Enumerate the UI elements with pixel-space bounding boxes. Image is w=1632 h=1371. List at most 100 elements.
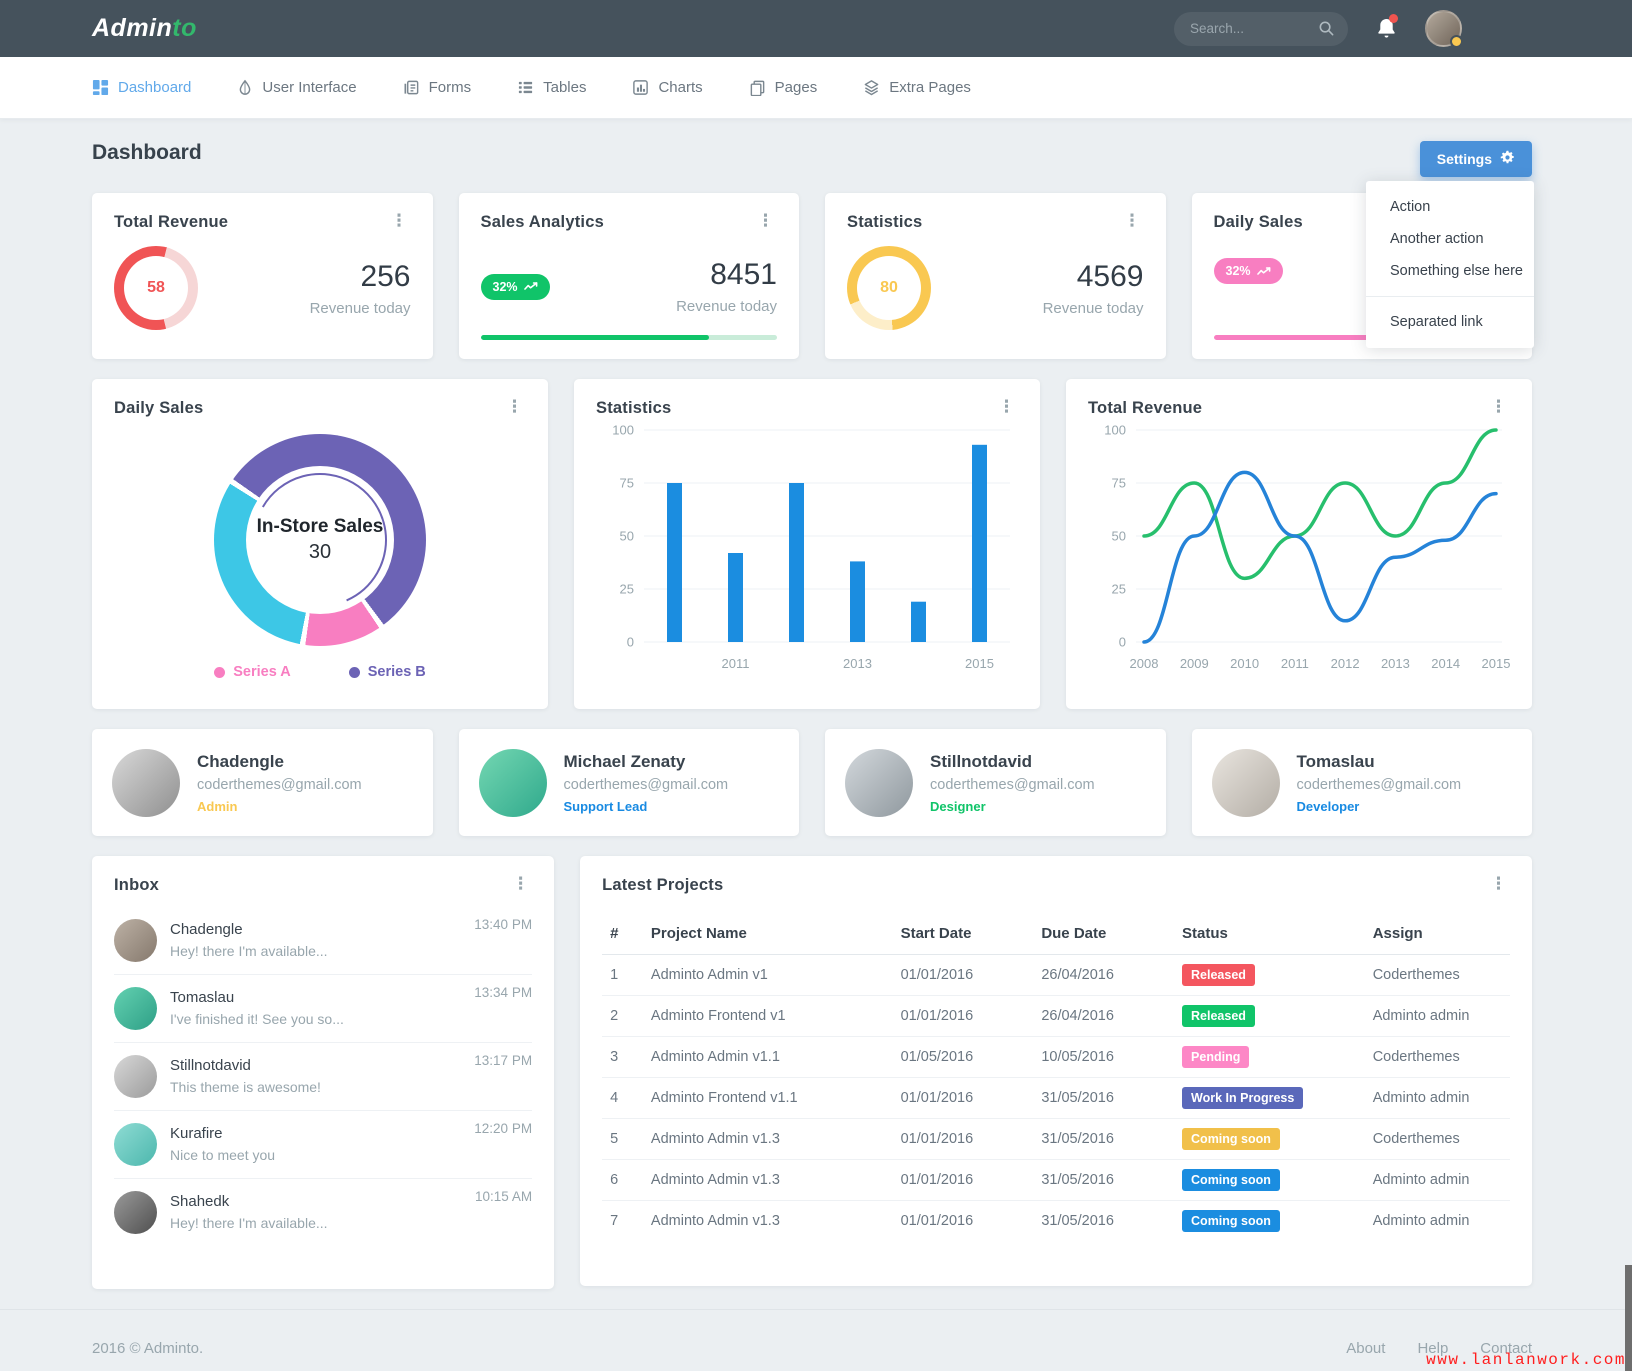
nav-item-user-interface[interactable]: User Interface — [237, 79, 357, 96]
card-menu-icon[interactable]: ⋮ — [390, 211, 408, 230]
menu-item-separated-link[interactable]: Separated link — [1390, 314, 1483, 330]
settings-button[interactable]: Settings — [1419, 141, 1532, 177]
svg-text:75: 75 — [620, 476, 634, 491]
legend-dot — [214, 666, 226, 678]
donut-center-label: In-Store Sales — [256, 516, 384, 537]
inbox-item-chadengle[interactable]: Chadengle Hey! there I'm available... 13:4… — [114, 907, 533, 975]
menu-item-action[interactable]: Action — [1390, 199, 1431, 215]
user-card-stillnotdavid[interactable]: Stillnotdavid coderthemes@gmail.com Design… — [825, 729, 1166, 836]
legend-item-series-b[interactable]: Series B — [348, 664, 426, 680]
card-menu-icon[interactable]: ⋮ — [1490, 397, 1507, 416]
droplet-icon — [237, 79, 253, 96]
cell-due-date: 31/05/2016 — [1033, 1077, 1175, 1119]
footer-link-help[interactable]: Help — [1417, 1340, 1449, 1357]
cell-project-name: Adminto Admin v1.3 — [642, 1200, 893, 1241]
column-header--: # — [602, 913, 643, 955]
card-menu-icon[interactable]: ⋮ — [1490, 874, 1507, 893]
cell-due-date: 26/04/2016 — [1033, 995, 1175, 1037]
svg-text:100: 100 — [612, 423, 634, 438]
card-menu-icon[interactable]: ⋮ — [757, 211, 774, 230]
user-card-tomaslau[interactable]: Tomaslau coderthemes@gmail.com Developer — [1191, 729, 1532, 836]
table-row[interactable]: 7 Adminto Admin v1.3 01/01/2016 31/05/2016 C… — [602, 1200, 1510, 1241]
cell-due-date: 26/04/2016 — [1041, 967, 1114, 983]
card-title: Statistics — [596, 399, 672, 417]
card-title: Sales Analytics — [480, 213, 604, 231]
status-badge: Released — [1182, 1005, 1255, 1027]
table-row[interactable]: 3 Adminto Admin v1.1 01/05/2016 10/05/2016 P… — [602, 1036, 1510, 1078]
message-time: 10:15 AM — [475, 1189, 533, 1204]
notifications-button[interactable] — [1376, 14, 1398, 40]
nav-item-forms[interactable]: Forms — [403, 79, 471, 96]
inbox-item-shahedk[interactable]: Shahedk Hey! there I'm available... 10:15 … — [114, 1179, 532, 1246]
avatar — [114, 1191, 157, 1234]
stat-value: 4569 — [1076, 259, 1144, 293]
menu-item-something-else-here[interactable]: Something else here — [1390, 263, 1523, 279]
cell-due-date: 31/05/2016 — [1033, 1118, 1175, 1160]
avatar — [114, 1123, 157, 1166]
grid-icon — [92, 79, 109, 96]
legend-item-series-a[interactable]: Series A — [214, 664, 291, 680]
svg-text:2008: 2008 — [1130, 656, 1159, 671]
user-email: coderthemes@gmail.com — [1296, 776, 1462, 793]
card-title: Statistics — [847, 213, 923, 231]
user-card-michael-zenaty[interactable]: Michael Zenaty coderthemes@gmail.com Suppo… — [458, 729, 799, 836]
table-row[interactable]: 1 Adminto Admin v1 01/01/2016 26/04/2016 Rel… — [602, 955, 1510, 996]
user-card-chadengle[interactable]: Chadengle coderthemes@gmail.com Admin — [92, 729, 433, 836]
footer-link-about[interactable]: About — [1346, 1340, 1386, 1357]
table-row[interactable]: 5 Adminto Admin v1.3 01/01/2016 31/05/2016 C… — [602, 1118, 1510, 1160]
card-title: Daily Sales — [1213, 213, 1303, 231]
user-menu-avatar[interactable] — [1425, 10, 1463, 48]
svg-text:2012: 2012 — [1331, 656, 1360, 671]
card-menu-icon[interactable]: ⋮ — [998, 397, 1015, 416]
cell-due-date: 10/05/2016 — [1033, 1036, 1175, 1078]
donut-center-value: 30 — [308, 541, 332, 563]
card-menu-icon[interactable]: ⋮ — [1123, 211, 1141, 230]
cell-assign: Adminto admin — [1364, 1200, 1510, 1241]
table-row[interactable]: 2 Adminto Frontend v1 01/01/2016 26/04/2016… — [602, 995, 1510, 1037]
avatar — [845, 748, 913, 817]
svg-text:75: 75 — [1112, 476, 1126, 491]
inbox-item-tomaslau[interactable]: Tomaslau I've finished it! See you so... 1… — [114, 975, 533, 1043]
bell-icon — [1376, 18, 1397, 44]
cell-project-name: Adminto Frontend v1.1 — [642, 1077, 893, 1119]
brand-logo[interactable]: Adminto — [92, 14, 197, 43]
stat-cards-row: Total Revenue ⋮ 58 256 Revenue today Sales An… — [92, 193, 1532, 359]
nav-item-tables[interactable]: Tables — [517, 79, 586, 96]
footer-link-contact[interactable]: Contact — [1480, 1340, 1532, 1357]
svg-text:0: 0 — [1119, 635, 1126, 650]
avatar — [114, 987, 157, 1030]
stat-caption: Revenue today — [309, 299, 411, 317]
inbox-item-kurafire[interactable]: Kurafire Nice to meet you 12:20 PM — [114, 1111, 533, 1179]
card-menu-icon[interactable]: ⋮ — [512, 874, 530, 893]
trend-badge: 32% — [480, 273, 550, 300]
user-role: Developer — [1296, 798, 1360, 814]
main-nav: Dashboard User Interface Forms Tables Charts… — [0, 57, 1632, 119]
progress-bar — [1213, 335, 1510, 340]
avatar — [114, 919, 157, 962]
svg-text:100: 100 — [1104, 423, 1126, 438]
cell-start-date: 01/01/2016 — [892, 1077, 1034, 1119]
cell-project-name: Adminto Frontend v1 — [642, 995, 893, 1037]
nav-item-charts[interactable]: Charts — [632, 79, 703, 96]
footer: 2016 © Adminto. About Help Contact — [0, 1309, 1632, 1357]
message-time: 12:20 PM — [474, 1121, 533, 1136]
svg-text:50: 50 — [620, 529, 634, 544]
nav-item-dashboard[interactable]: Dashboard — [92, 79, 191, 96]
svg-text:50: 50 — [1112, 529, 1126, 544]
column-header-project-name: Project Name — [642, 913, 893, 955]
card-menu-icon[interactable]: ⋮ — [506, 397, 523, 416]
search-input[interactable] — [1174, 11, 1348, 46]
cell-num: 3 — [602, 1036, 643, 1078]
message-preview: Hey! there I'm available... — [170, 943, 328, 959]
inbox-item-stillnotdavid[interactable]: Stillnotdavid This theme is awesome! 13:17… — [114, 1043, 533, 1111]
cell-start-date: 01/01/2016 — [900, 967, 974, 983]
cell-num: 5 — [602, 1118, 643, 1160]
menu-item-another-action[interactable]: Another action — [1390, 231, 1484, 247]
table-row[interactable]: 4 Adminto Frontend v1.1 01/01/2016 31/05/20… — [602, 1077, 1510, 1119]
scrollbar-thumb[interactable] — [1625, 1265, 1632, 1371]
nav-item-extra-pages[interactable]: Extra Pages — [863, 79, 971, 96]
nav-item-pages[interactable]: Pages — [749, 79, 817, 97]
menu-divider — [1366, 296, 1534, 297]
message-preview: I've finished it! See you so... — [170, 1011, 344, 1027]
table-row[interactable]: 6 Adminto Admin v1.3 01/01/2016 31/05/2016 C… — [602, 1159, 1510, 1201]
